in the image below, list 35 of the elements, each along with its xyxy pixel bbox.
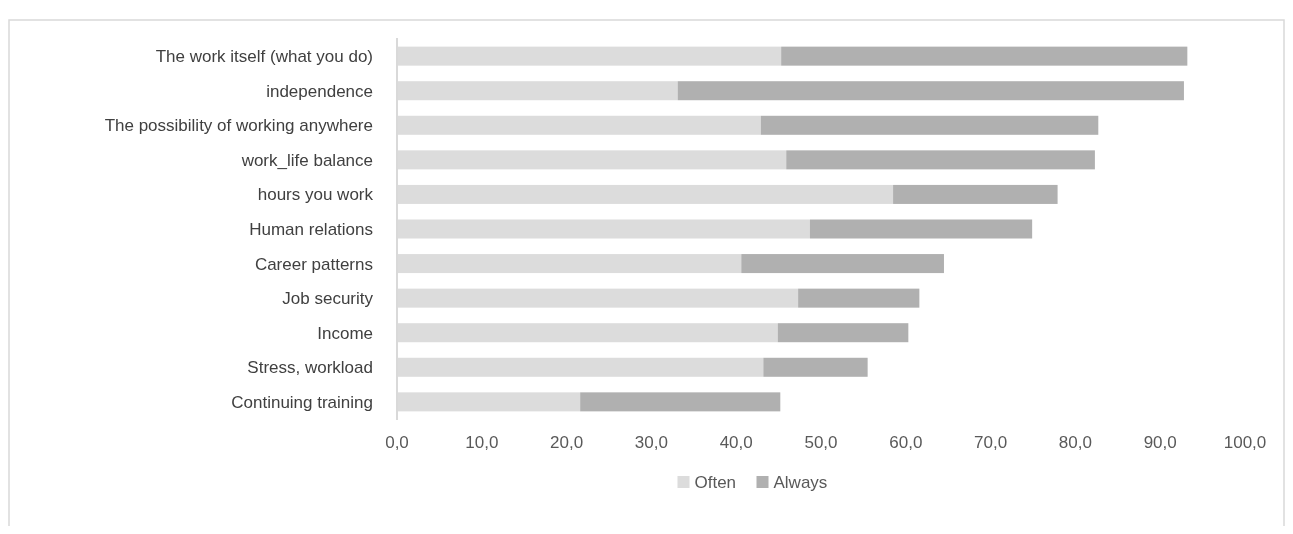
- legend-label: Always: [773, 472, 828, 492]
- bar: [763, 357, 868, 377]
- y-tick-label: work_life balance: [240, 150, 373, 170]
- bar: [809, 219, 1033, 239]
- y-tick-label: hours you work: [257, 185, 374, 205]
- x-tick-label: 30,0: [634, 433, 668, 452]
- x-tick-label: 60,0: [889, 433, 923, 452]
- y-tick-label: Human relations: [249, 219, 373, 239]
- x-tick-label: 20,0: [550, 433, 584, 452]
- x-tick-label: 10,0: [465, 433, 499, 452]
- bar: [760, 115, 1099, 135]
- x-tick-label: 40,0: [719, 433, 753, 452]
- y-tick-label: The possibility of working anywhere: [104, 116, 373, 136]
- y-tick-label: independence: [266, 81, 373, 101]
- y-tick-label: Job security: [282, 289, 374, 309]
- bar: [677, 81, 1184, 101]
- bar: [786, 150, 1095, 170]
- y-tick-label: Income: [317, 323, 373, 343]
- y-tick-label: Career patterns: [254, 254, 373, 274]
- x-tick-label: 90,0: [1143, 433, 1177, 452]
- x-tick-label: 80,0: [1058, 433, 1092, 452]
- x-tick-label: 100,0: [1223, 433, 1267, 452]
- x-tick-label: 70,0: [974, 433, 1008, 452]
- bar: [777, 323, 909, 343]
- x-tick-label: 50,0: [804, 433, 838, 452]
- bar: [893, 184, 1058, 204]
- bar: [741, 254, 944, 274]
- bar: [781, 46, 1188, 66]
- x-tick-label: 0,0: [385, 433, 409, 452]
- y-tick-label: The work itself (what you do): [155, 47, 373, 67]
- y-tick-label: Stress, workload: [247, 358, 373, 378]
- y-tick-label: Continuing training: [231, 392, 373, 412]
- bar: [798, 288, 920, 308]
- bar: [580, 392, 781, 412]
- legend-label: Often: [694, 472, 737, 492]
